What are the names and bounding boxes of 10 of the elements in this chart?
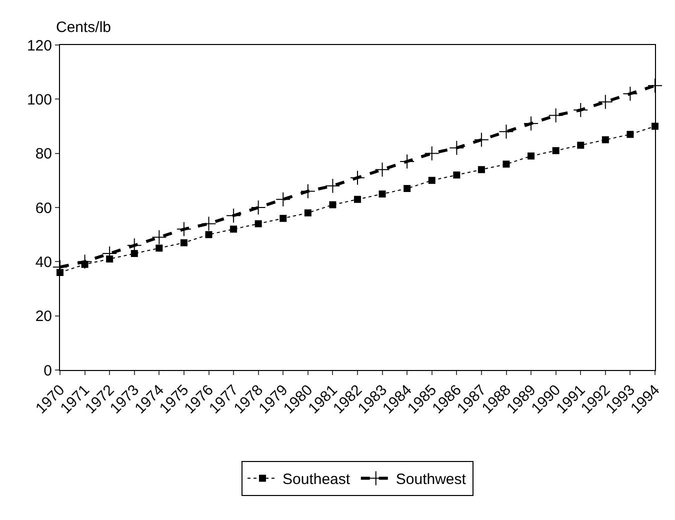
y-tick-label: 100 xyxy=(26,91,52,108)
y-tick-label: 40 xyxy=(35,254,52,271)
y-tick-label: 120 xyxy=(26,37,52,54)
legend-label: Southeast xyxy=(282,471,351,488)
y-tick-label: 60 xyxy=(35,200,52,217)
y-tick-label: 0 xyxy=(44,362,52,380)
y-axis-title: Cents/lb xyxy=(56,19,112,36)
y-tick-label: 80 xyxy=(35,146,52,163)
y-tick-label: 20 xyxy=(35,308,52,326)
legend-label: Southwest xyxy=(396,471,467,488)
